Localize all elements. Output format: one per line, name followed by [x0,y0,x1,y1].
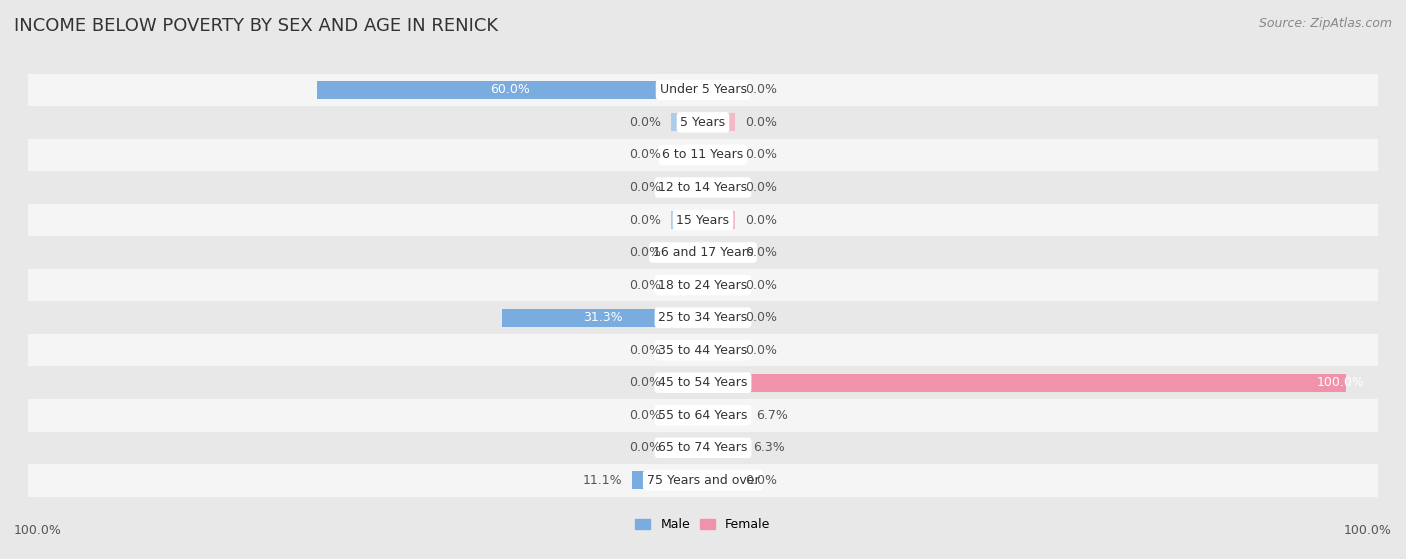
Bar [631,471,703,489]
Text: 18 to 24 Years: 18 to 24 Years [658,278,748,292]
Text: Source: ZipAtlas.com: Source: ZipAtlas.com [1258,17,1392,30]
Bar [703,81,735,99]
Bar [703,146,735,164]
Text: 0.0%: 0.0% [630,181,661,194]
Text: 0.0%: 0.0% [630,214,661,226]
Bar [671,374,703,392]
Text: INCOME BELOW POVERTY BY SEX AND AGE IN RENICK: INCOME BELOW POVERTY BY SEX AND AGE IN R… [14,17,498,35]
Bar [671,439,703,457]
Text: 75 Years and over: 75 Years and over [647,474,759,487]
Bar [671,276,703,294]
Text: 100.0%: 100.0% [1317,376,1365,389]
Text: 100.0%: 100.0% [1344,524,1392,537]
Bar [28,367,1378,399]
Text: 0.0%: 0.0% [745,149,776,162]
Bar [28,269,1378,301]
Text: 0.0%: 0.0% [630,278,661,292]
Bar [671,244,703,262]
Text: 0.0%: 0.0% [630,409,661,421]
Bar [703,406,747,424]
Text: 0.0%: 0.0% [745,278,776,292]
Text: 0.0%: 0.0% [745,116,776,129]
Text: 31.3%: 31.3% [582,311,623,324]
Text: 12 to 14 Years: 12 to 14 Years [658,181,748,194]
Text: 0.0%: 0.0% [745,311,776,324]
Legend: Male, Female: Male, Female [630,513,776,536]
Text: 0.0%: 0.0% [745,344,776,357]
Text: 6.3%: 6.3% [754,441,785,454]
Bar [28,203,1378,236]
Bar [28,334,1378,367]
Text: 0.0%: 0.0% [630,149,661,162]
Bar [703,471,735,489]
Text: 55 to 64 Years: 55 to 64 Years [658,409,748,421]
Bar [703,309,735,326]
Text: 0.0%: 0.0% [630,344,661,357]
Text: 25 to 34 Years: 25 to 34 Years [658,311,748,324]
Text: 0.0%: 0.0% [630,441,661,454]
Text: 0.0%: 0.0% [745,246,776,259]
Bar [28,432,1378,464]
Bar [703,178,735,196]
Bar [28,74,1378,106]
Text: Under 5 Years: Under 5 Years [659,83,747,96]
Bar [671,146,703,164]
Bar [28,171,1378,203]
Bar [671,211,703,229]
Bar [703,276,735,294]
Bar [703,244,735,262]
Bar [28,139,1378,171]
Bar [28,399,1378,432]
Bar [28,464,1378,496]
Bar [28,106,1378,139]
Bar [671,113,703,131]
Text: 45 to 54 Years: 45 to 54 Years [658,376,748,389]
Text: 16 and 17 Years: 16 and 17 Years [652,246,754,259]
Bar [502,309,703,326]
Text: 0.0%: 0.0% [630,116,661,129]
Bar [671,341,703,359]
Text: 0.0%: 0.0% [745,474,776,487]
Bar [703,113,735,131]
Bar [671,406,703,424]
Text: 6 to 11 Years: 6 to 11 Years [662,149,744,162]
Bar [28,236,1378,269]
Bar [703,211,735,229]
Text: 35 to 44 Years: 35 to 44 Years [658,344,748,357]
Text: 100.0%: 100.0% [14,524,62,537]
Text: 15 Years: 15 Years [676,214,730,226]
Text: 6.7%: 6.7% [755,409,787,421]
Text: 65 to 74 Years: 65 to 74 Years [658,441,748,454]
Bar [318,81,703,99]
Bar [703,439,744,457]
Text: 0.0%: 0.0% [630,246,661,259]
Text: 60.0%: 60.0% [491,83,530,96]
Bar [703,374,1346,392]
Bar [671,178,703,196]
Text: 0.0%: 0.0% [745,83,776,96]
Text: 5 Years: 5 Years [681,116,725,129]
Bar [703,341,735,359]
Text: 0.0%: 0.0% [745,181,776,194]
Text: 0.0%: 0.0% [630,376,661,389]
Bar [28,301,1378,334]
Text: 0.0%: 0.0% [745,214,776,226]
Text: 11.1%: 11.1% [582,474,621,487]
